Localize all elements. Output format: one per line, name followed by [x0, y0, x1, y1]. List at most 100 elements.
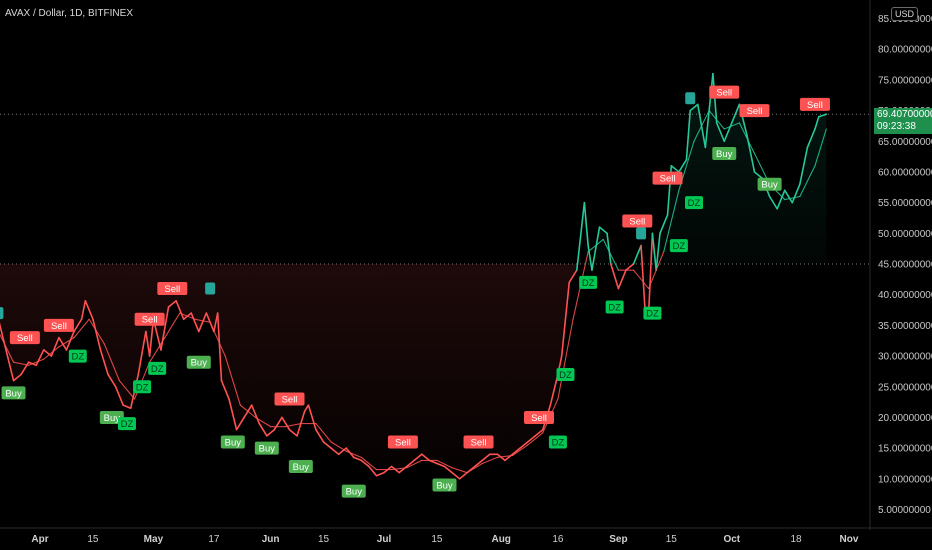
- signal-box: [341, 484, 366, 498]
- smoothed-line-segment: [330, 441, 347, 452]
- signal-box: [387, 435, 418, 449]
- smoothed-line-segment: [784, 195, 801, 201]
- x-axis[interactable]: Apr 15 May 17 Jun 15 Jul 15 Aug 16 Sep 15 Oct 18 Nov: [0, 527, 932, 545]
- signal-label: DZ: [552, 437, 565, 448]
- smoothed-line-segment: [239, 404, 257, 418]
- price-line-segment: [685, 109, 692, 161]
- signal-label: Buy: [104, 413, 121, 424]
- signal-buy: Buy: [432, 478, 457, 492]
- price-line-segment: [806, 128, 816, 149]
- price-line-segment: [99, 349, 109, 376]
- smoothed-line-segment: [466, 462, 483, 474]
- price-line-segment: [405, 459, 416, 468]
- smoothed-line-segment: [0, 333, 15, 363]
- signal-buy: Buy: [186, 355, 211, 369]
- price-line-segment: [288, 428, 298, 437]
- y-axis-panel: [870, 0, 932, 530]
- currency-button[interactable]: USD: [891, 7, 919, 21]
- price-line-segment: [606, 232, 612, 265]
- signal-dz: DZ: [556, 367, 575, 381]
- x-tick-label: 16: [552, 534, 564, 545]
- signal-marker: [205, 282, 216, 295]
- signal-box: [463, 435, 494, 449]
- signal-label: DZ: [688, 198, 701, 209]
- price-line-segment: [190, 312, 200, 333]
- price-line-segment: [610, 263, 620, 290]
- price-line-segment: [640, 244, 646, 308]
- signal-box: [605, 300, 624, 314]
- smoothed-line-segment: [209, 321, 226, 357]
- last-price: 69.40700000: [877, 109, 932, 120]
- price-line-segment: [20, 361, 30, 376]
- y-tick-label: 40.00000000: [878, 290, 932, 301]
- signal-label: DZ: [673, 241, 686, 252]
- price-line-segment: [768, 195, 778, 210]
- price-line-segment: [352, 456, 363, 462]
- signal-sell: Sell: [43, 318, 74, 332]
- x-tick-label: 18: [791, 534, 803, 545]
- signal-box: [757, 177, 782, 191]
- price-line-segment: [753, 171, 763, 179]
- smoothed-line-segment: [391, 467, 408, 471]
- price-line-segment: [776, 189, 786, 210]
- signal-box: [99, 410, 124, 424]
- signal-sell: Sell: [799, 97, 830, 111]
- signal-label: Sell: [142, 315, 158, 326]
- signal-box: [548, 435, 567, 449]
- price-line-segment: [360, 459, 370, 468]
- signal-box: [643, 306, 662, 320]
- signal-label: Buy: [716, 149, 733, 160]
- price-line-segment: [421, 453, 431, 462]
- price-line-segment: [273, 416, 283, 431]
- signal-sell: Sell: [9, 331, 40, 345]
- price-line-segment: [791, 183, 801, 204]
- price-line-segment: [315, 428, 325, 443]
- signal-box: [709, 85, 740, 99]
- price-line-segment: [473, 459, 484, 468]
- bar-countdown: 09:23:38: [877, 121, 916, 132]
- signal-buy: Buy: [1, 386, 26, 400]
- signal-label: Sell: [17, 333, 33, 344]
- smoothed-line-segment: [103, 343, 120, 382]
- signal-dz: DZ: [148, 361, 167, 375]
- x-tick-label: 15: [666, 534, 678, 545]
- smoothed-line-segment: [315, 423, 332, 443]
- signal-dz: DZ: [579, 275, 598, 289]
- x-tick-label: Oct: [723, 534, 740, 545]
- smoothed-line-segment: [738, 122, 756, 155]
- signal-box: [432, 478, 457, 492]
- x-tick-label: Jul: [377, 534, 392, 545]
- x-tick-label: 15: [431, 534, 443, 545]
- price-line-segment: [12, 373, 22, 382]
- price-line-segment: [481, 453, 491, 462]
- signal-label: Sell: [716, 88, 732, 99]
- price-line-segment: [817, 113, 828, 118]
- signal-box: [148, 361, 167, 375]
- y-axis[interactable]: 85.0000000080.0000000075.0000000070.0000…: [869, 0, 932, 530]
- price-line-segment: [511, 447, 521, 456]
- y-tick-label: 20.00000000: [878, 413, 932, 424]
- signal-sell: Sell: [157, 282, 188, 296]
- price-line-segment: [443, 465, 453, 474]
- price-line-segment: [122, 404, 132, 410]
- smoothed-line-segment: [224, 355, 241, 406]
- smoothed-line-segment: [799, 165, 816, 198]
- signal-label: Buy: [259, 444, 276, 455]
- price-line-segment: [42, 349, 53, 357]
- price-line-segment: [526, 435, 537, 443]
- signal-buy: Buy: [288, 460, 313, 474]
- signal-box: [712, 147, 737, 161]
- signal-label: Buy: [191, 358, 208, 369]
- signal-label: Sell: [51, 321, 67, 332]
- signal-box: [579, 275, 598, 289]
- signal-sell: Sell: [709, 85, 740, 99]
- price-line-segment: [632, 244, 642, 265]
- y-tick-label: 50.00000000: [878, 229, 932, 240]
- signal-buy: Buy: [220, 435, 245, 449]
- x-tick-label: Apr: [31, 534, 48, 545]
- signal-marker: [0, 307, 4, 320]
- x-tick-label: Nov: [840, 534, 859, 545]
- signal-label: Buy: [225, 437, 242, 448]
- price-line-segment: [258, 422, 268, 437]
